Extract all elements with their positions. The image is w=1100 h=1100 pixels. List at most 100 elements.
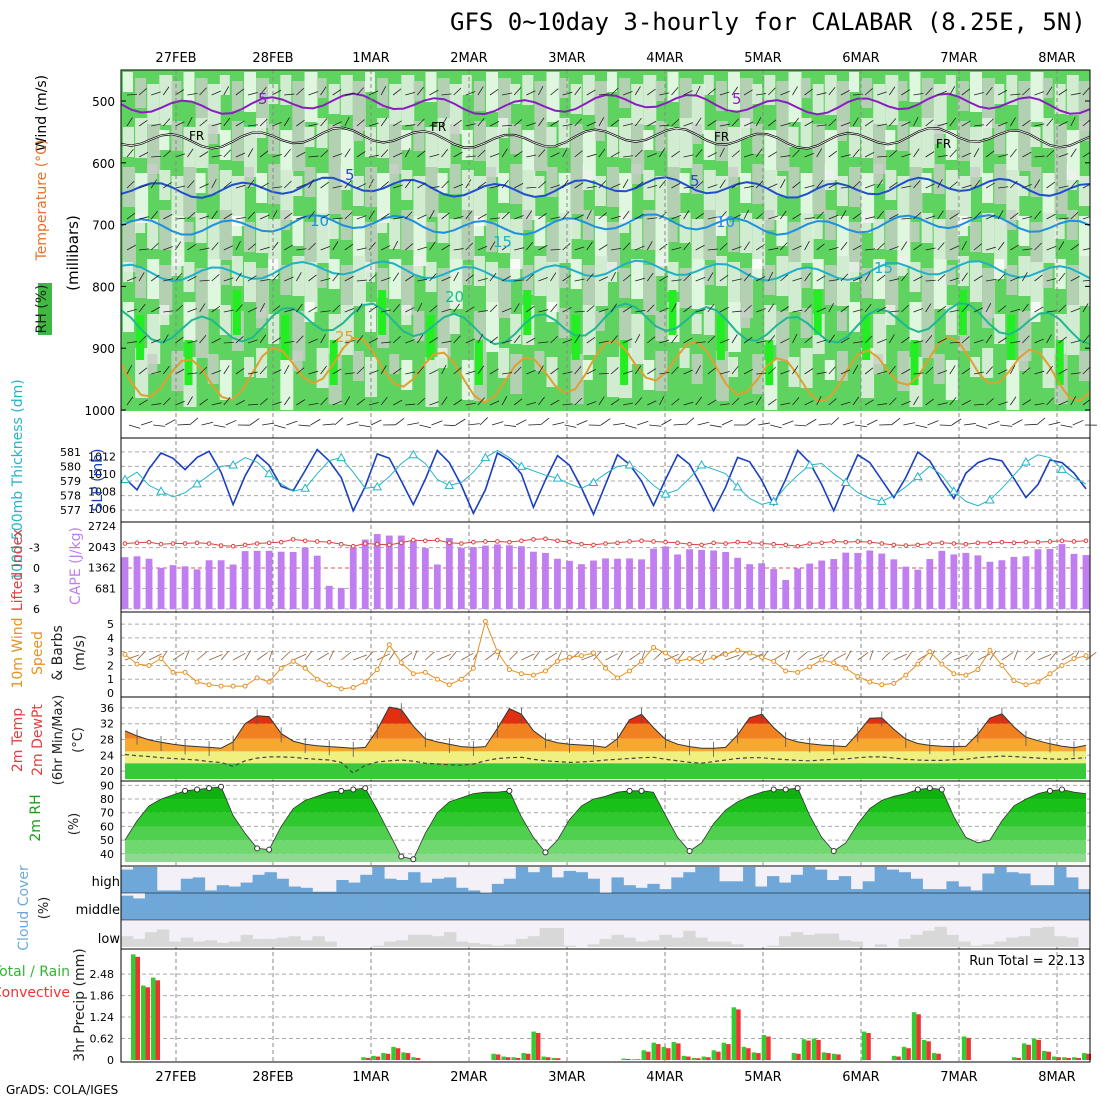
rh-tick-label: 50 [100,834,114,847]
cloud-cell [324,893,337,920]
cloud-cell [922,930,935,947]
wind-barb [949,397,957,406]
li-point [447,540,452,546]
wind-speed-point [1059,662,1065,668]
wind-barb [126,93,138,96]
wind-barb [792,245,802,251]
cape-bar [830,559,838,609]
cloud-cell [862,881,876,893]
rh-cell [389,219,401,249]
wind-barb [187,148,194,158]
rh-cell [195,173,206,193]
rh-cell [1054,124,1067,164]
cape-bar [253,550,261,609]
wind-barb [501,148,508,158]
cape-bar [698,549,705,609]
wind-barb [163,182,172,189]
wind-barb [1070,307,1081,313]
wind-barb [441,276,451,282]
rh-cell [885,265,899,315]
cloud-cell [671,893,684,920]
wind-barb [889,150,898,158]
rh-cell [607,222,620,272]
precip-total-bar [1041,1050,1047,1060]
wind-barb [816,124,827,127]
cape-bar [866,550,874,609]
rh-cell [207,164,219,194]
rh-cell [534,81,547,121]
li-point [230,543,236,549]
cape-bar [313,555,321,609]
wind-barb [731,365,739,375]
wind-barb [247,339,258,344]
rh-cell [123,72,133,92]
li-point [867,539,873,545]
rh-cell [897,216,911,266]
cloud-cell [994,893,1007,920]
cape-bar [650,548,657,609]
rh-cell [691,219,704,259]
wind-barb [961,400,971,406]
li-point [134,540,140,546]
cape-bar [385,535,393,609]
rh-cell [401,360,413,390]
wind-speed-point [603,665,608,671]
cloud-cell [1018,936,1031,947]
wind-barb [707,248,718,251]
thickness-tick-label: 578 [60,490,81,503]
cloud-cell [372,893,385,920]
precip-conv-bar [966,1037,971,1060]
rh-cell [607,72,617,92]
wind-barb [405,91,416,96]
wind-barb [695,365,701,375]
rh-cell [800,268,811,288]
cape-bar [926,559,934,609]
wind-barb [501,180,509,189]
wind-barb [864,152,875,158]
wind-tick-label: 2 [107,659,114,672]
precip-conv-bar [1076,1057,1081,1060]
cloud-cell [539,893,553,920]
rh-cell [728,302,741,352]
rh-cell [740,118,751,138]
wind-barb [949,309,960,313]
cloud-cell [647,940,660,947]
wind-barb [683,337,693,344]
cape-bar [794,568,802,609]
cloud-cell [635,941,648,947]
wind-barb [743,273,751,282]
wind-barb [998,369,1008,375]
cape-bar [806,563,814,609]
rh-cell [679,268,692,308]
precip-conv-bar [906,1048,911,1060]
wind-barb [172,652,185,661]
wind-barb [550,184,561,189]
wind-barb [719,147,725,158]
wind-barb [840,305,849,313]
wind-barb [586,185,597,189]
wind-barb [635,277,645,282]
wind-barb [429,369,439,375]
wind-speed-point [723,651,729,657]
wind-barb [804,368,814,375]
rh-cell [498,268,512,318]
wind-speed-point [398,660,404,666]
wind-barb [513,151,523,158]
rh-cell [667,262,679,292]
wind-speed-point [1083,653,1089,659]
wind-barb [271,337,281,344]
wind-barb [876,274,886,282]
pressure-tick-label: 1000 [84,404,115,418]
precip-total-bar [921,1039,927,1060]
wind-barb [405,307,415,313]
cloud-cell [551,877,565,893]
legend-total-rain: Total / Rain [0,964,70,980]
cloud-cell [1018,893,1031,920]
wind-barb [828,334,835,344]
rh-cell [449,259,463,309]
wind-barb [901,89,911,96]
surface-barb [419,424,432,429]
wind-speed-point [578,653,584,659]
run-total-label: Run Total = 22.13 [969,954,1085,969]
wind-barb [828,87,836,96]
